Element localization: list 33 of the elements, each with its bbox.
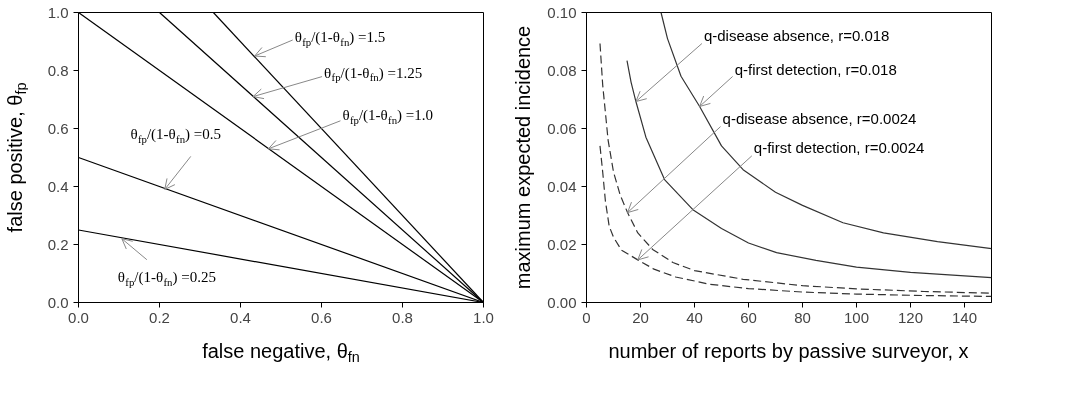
annotation: q-first detection, r=0.0024	[753, 139, 925, 157]
y-tick-label: 1.0	[47, 3, 69, 21]
y-tick-label: 0.08	[547, 61, 577, 79]
x-tick-label: 100	[843, 308, 870, 326]
y-tick-label: 0.8	[47, 61, 69, 79]
y-tick-label: 0.00	[547, 293, 577, 311]
y-tick-label: 0.0	[47, 293, 69, 311]
x-tick-label: 140	[951, 308, 978, 326]
y-tick-label: 0.6	[47, 119, 69, 137]
y-tick-label: 0.2	[47, 235, 69, 253]
annotation: q-disease absence, r=0.018	[703, 27, 890, 45]
annotation: q-disease absence, r=0.0024	[722, 110, 917, 128]
y-axis-title: false positive, θfp	[3, 82, 29, 233]
x-tick-label: 0.0	[68, 308, 89, 326]
x-tick-label: 20	[632, 308, 649, 326]
x-tick-label: 40	[686, 308, 703, 326]
y-tick-label: 0.02	[547, 235, 577, 253]
x-tick-label: 120	[897, 308, 924, 326]
y-axis-title: maximum expected incidence	[511, 25, 534, 290]
x-tick-label: 1.0	[473, 308, 494, 326]
x-tick-label: 0	[582, 308, 591, 326]
x-tick-label: 0.4	[230, 308, 251, 326]
x-axis-title: number of reports by passive surveyor, x	[608, 339, 969, 362]
x-tick-label: 0.2	[149, 308, 170, 326]
annotation: q-first detection, r=0.018	[734, 60, 897, 78]
y-tick-label: 0.06	[547, 119, 577, 137]
x-tick-label: 60	[740, 308, 757, 326]
x-tick-label: 80	[794, 308, 811, 326]
y-tick-label: 0.10	[547, 3, 577, 21]
x-tick-label: 0.8	[392, 308, 413, 326]
y-tick-label: 0.4	[47, 177, 69, 195]
y-tick-label: 0.04	[547, 177, 577, 195]
x-tick-label: 0.6	[311, 308, 332, 326]
